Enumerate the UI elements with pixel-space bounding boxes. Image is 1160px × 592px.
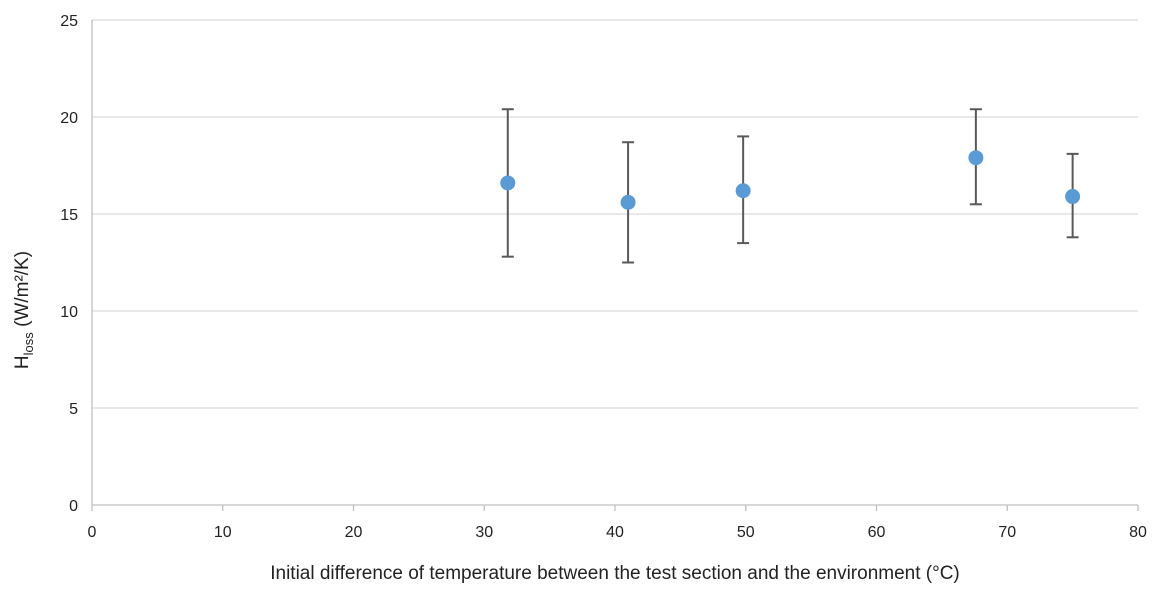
gridlines xyxy=(92,19,1138,409)
data-point-group xyxy=(620,141,636,264)
x-tick-label: 20 xyxy=(345,524,363,541)
x-axis-title: Initial difference of temperature betwee… xyxy=(270,563,960,584)
y-tick-labels: 0 5 10 15 20 25 xyxy=(60,13,78,515)
y-axis-title-main: H xyxy=(12,355,33,369)
x-tick-labels: 0 10 20 30 40 50 60 70 80 xyxy=(88,524,1147,541)
x-tick-label: 50 xyxy=(737,524,755,541)
x-tick-label: 0 xyxy=(88,524,97,541)
data-point-group xyxy=(1065,152,1081,239)
data-point xyxy=(500,175,516,191)
y-tick-label: 0 xyxy=(69,498,78,515)
y-tick-label: 10 xyxy=(60,304,78,321)
x-tick-label: 10 xyxy=(214,524,232,541)
x-tick-label: 70 xyxy=(998,524,1016,541)
x-tick-label: 60 xyxy=(868,524,886,541)
y-axis-title: Hloss (W/m²/K) xyxy=(12,251,36,369)
y-tick-label: 25 xyxy=(60,13,78,30)
data-point xyxy=(968,150,984,166)
y-axis-title-units: (W/m²/K) xyxy=(12,251,33,332)
data-point-group xyxy=(735,135,751,245)
y-tick-label: 5 xyxy=(69,401,78,418)
y-axis-title-subscript: loss xyxy=(21,332,36,356)
y-tick-label: 15 xyxy=(60,207,78,224)
data-point xyxy=(620,194,636,210)
data-point xyxy=(1065,189,1081,205)
data-point-group xyxy=(500,108,516,258)
x-tick-label: 40 xyxy=(606,524,624,541)
data-point-group xyxy=(968,108,984,206)
data-point xyxy=(735,183,751,199)
y-tick-label: 20 xyxy=(60,110,78,127)
data-points xyxy=(500,108,1081,264)
x-tick-label: 80 xyxy=(1129,524,1147,541)
x-tick-label: 30 xyxy=(475,524,493,541)
axes xyxy=(91,20,1139,511)
